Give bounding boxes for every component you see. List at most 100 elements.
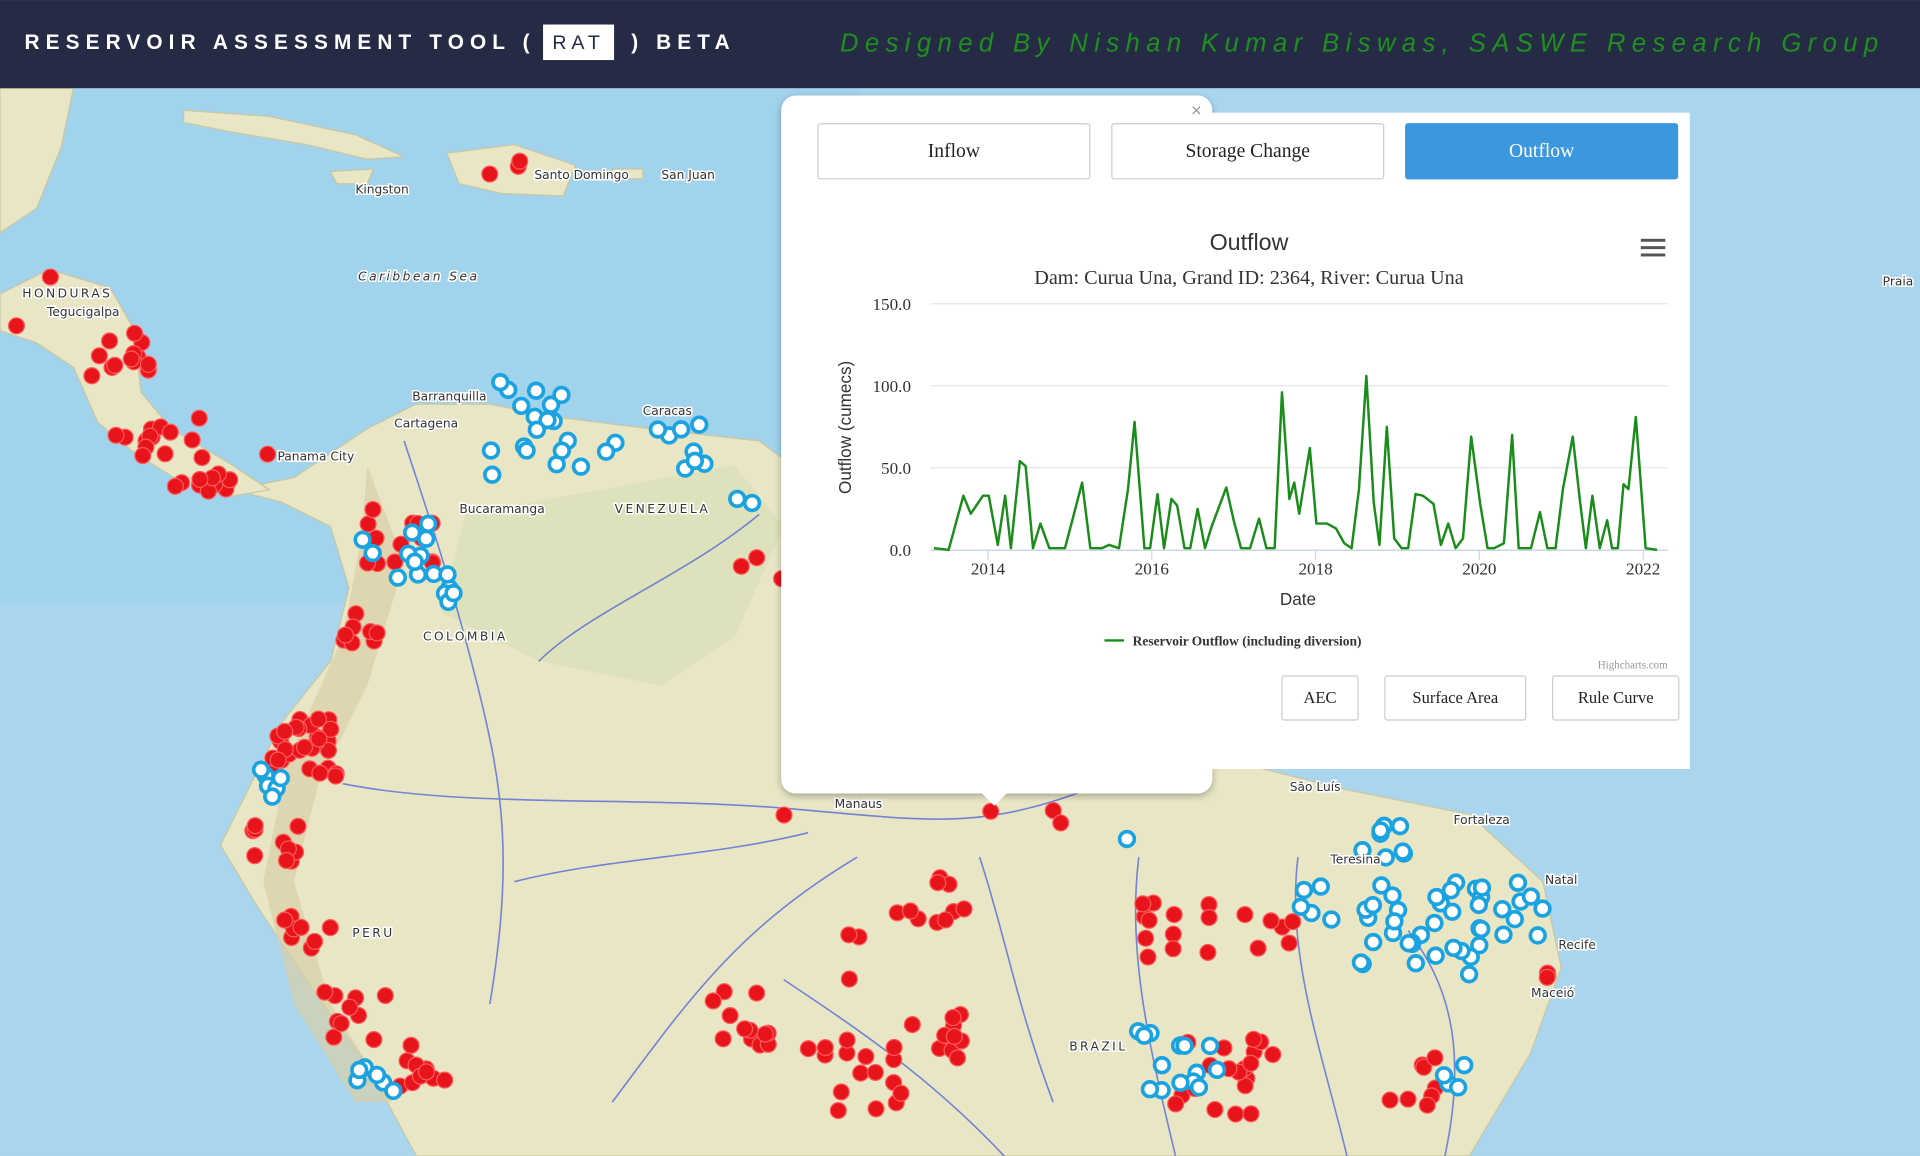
- dam-marker[interactable]: [948, 1049, 967, 1067]
- dam-marker[interactable]: [7, 317, 26, 335]
- dam-marker[interactable]: [1469, 895, 1489, 915]
- dam-marker[interactable]: [122, 350, 140, 368]
- dam-marker[interactable]: [1538, 968, 1556, 986]
- dam-marker[interactable]: [832, 1083, 850, 1101]
- dam-marker[interactable]: [748, 549, 766, 567]
- dam-marker[interactable]: [799, 1040, 817, 1058]
- dam-marker[interactable]: [1521, 887, 1541, 906]
- dam-marker[interactable]: [829, 1102, 847, 1120]
- dam-marker[interactable]: [444, 583, 463, 603]
- dam-marker[interactable]: [1171, 1073, 1190, 1092]
- dam-marker[interactable]: [310, 730, 328, 748]
- dam-marker[interactable]: [365, 1031, 383, 1049]
- dam-marker[interactable]: [106, 356, 124, 374]
- dam-marker[interactable]: [1415, 1058, 1433, 1076]
- dam-marker[interactable]: [271, 768, 290, 788]
- dam-marker[interactable]: [364, 500, 382, 519]
- dam-marker[interactable]: [402, 523, 422, 542]
- dam-marker[interactable]: [1291, 897, 1311, 916]
- dam-marker[interactable]: [596, 442, 616, 461]
- dam-marker[interactable]: [1294, 880, 1314, 900]
- dam-marker[interactable]: [1441, 881, 1461, 900]
- dam-marker[interactable]: [1236, 906, 1254, 924]
- dam-marker[interactable]: [1426, 1049, 1444, 1067]
- dam-marker[interactable]: [685, 451, 705, 471]
- dam-marker[interactable]: [306, 932, 324, 950]
- dam-marker[interactable]: [1044, 801, 1062, 820]
- dam-marker[interactable]: [903, 1016, 921, 1034]
- dam-marker[interactable]: [1472, 878, 1492, 897]
- dam-marker[interactable]: [419, 514, 438, 534]
- dam-marker[interactable]: [944, 1009, 962, 1027]
- dam-marker[interactable]: [277, 851, 296, 870]
- dam-marker[interactable]: [402, 1036, 420, 1054]
- dam-marker[interactable]: [311, 764, 329, 782]
- dam-marker[interactable]: [721, 1007, 739, 1025]
- dam-marker[interactable]: [840, 970, 858, 988]
- dam-marker[interactable]: [1528, 926, 1547, 945]
- dam-marker[interactable]: [1363, 895, 1383, 915]
- dam-marker[interactable]: [1152, 1056, 1172, 1075]
- dam-marker[interactable]: [183, 431, 201, 449]
- dam-marker[interactable]: [1381, 1091, 1399, 1109]
- dam-marker[interactable]: [512, 396, 531, 416]
- dam-marker[interactable]: [756, 1025, 774, 1043]
- dam-marker[interactable]: [1505, 910, 1525, 929]
- dam-marker[interactable]: [322, 720, 340, 738]
- dam-marker[interactable]: [1322, 910, 1341, 929]
- dam-marker[interactable]: [1140, 911, 1158, 929]
- dam-marker[interactable]: [384, 1081, 403, 1101]
- dam-marker[interactable]: [1244, 1030, 1263, 1048]
- dam-marker[interactable]: [1117, 829, 1137, 849]
- dam-marker[interactable]: [901, 902, 919, 920]
- dam-marker[interactable]: [1443, 902, 1462, 921]
- dam-marker[interactable]: [1434, 1066, 1454, 1085]
- dam-marker[interactable]: [1399, 1090, 1417, 1108]
- dam-marker[interactable]: [736, 1020, 754, 1038]
- dam-marker[interactable]: [816, 1038, 834, 1057]
- tab-button[interactable]: Storage Change: [1111, 123, 1385, 180]
- dam-marker[interactable]: [1393, 842, 1412, 861]
- dam-marker[interactable]: [325, 1028, 343, 1046]
- dam-marker[interactable]: [126, 324, 144, 342]
- dam-marker[interactable]: [276, 911, 294, 929]
- dam-marker[interactable]: [1372, 876, 1391, 895]
- dam-marker[interactable]: [728, 489, 747, 509]
- dam-marker[interactable]: [1418, 1096, 1436, 1114]
- chart-menu[interactable]: [1640, 238, 1666, 257]
- dam-marker[interactable]: [732, 557, 750, 575]
- dam-marker[interactable]: [857, 1047, 875, 1066]
- dam-marker[interactable]: [1494, 925, 1513, 944]
- dam-marker[interactable]: [1140, 1080, 1160, 1099]
- dam-marker[interactable]: [100, 332, 119, 350]
- dam-marker[interactable]: [1175, 1036, 1194, 1055]
- dam-marker[interactable]: [332, 1014, 350, 1033]
- dam-marker[interactable]: [527, 420, 547, 439]
- dam-marker[interactable]: [1262, 912, 1280, 930]
- dam-marker[interactable]: [704, 992, 722, 1010]
- dam-marker[interactable]: [1264, 1045, 1282, 1064]
- dam-marker[interactable]: [481, 165, 499, 183]
- dam-marker[interactable]: [1426, 946, 1445, 965]
- dam-marker[interactable]: [139, 355, 157, 373]
- dam-marker[interactable]: [1399, 934, 1418, 953]
- dam-marker[interactable]: [852, 1064, 870, 1082]
- dam-marker[interactable]: [775, 806, 793, 824]
- dam-marker[interactable]: [526, 381, 546, 400]
- dam-marker[interactable]: [671, 420, 691, 439]
- dam-marker[interactable]: [1189, 1078, 1209, 1097]
- dam-marker[interactable]: [388, 568, 408, 587]
- dam-marker[interactable]: [867, 1100, 885, 1118]
- dam-marker[interactable]: [955, 900, 973, 918]
- dam-marker[interactable]: [292, 918, 310, 936]
- dam-marker[interactable]: [1406, 954, 1425, 973]
- dam-marker[interactable]: [482, 465, 502, 484]
- dam-marker[interactable]: [309, 710, 328, 728]
- dam-marker[interactable]: [246, 817, 264, 835]
- dam-marker[interactable]: [1207, 1060, 1227, 1080]
- dam-marker[interactable]: [840, 926, 858, 944]
- dam-marker[interactable]: [368, 624, 386, 642]
- dam-marker[interactable]: [295, 738, 314, 756]
- dam-marker[interactable]: [1311, 877, 1330, 896]
- dam-marker[interactable]: [1249, 939, 1267, 957]
